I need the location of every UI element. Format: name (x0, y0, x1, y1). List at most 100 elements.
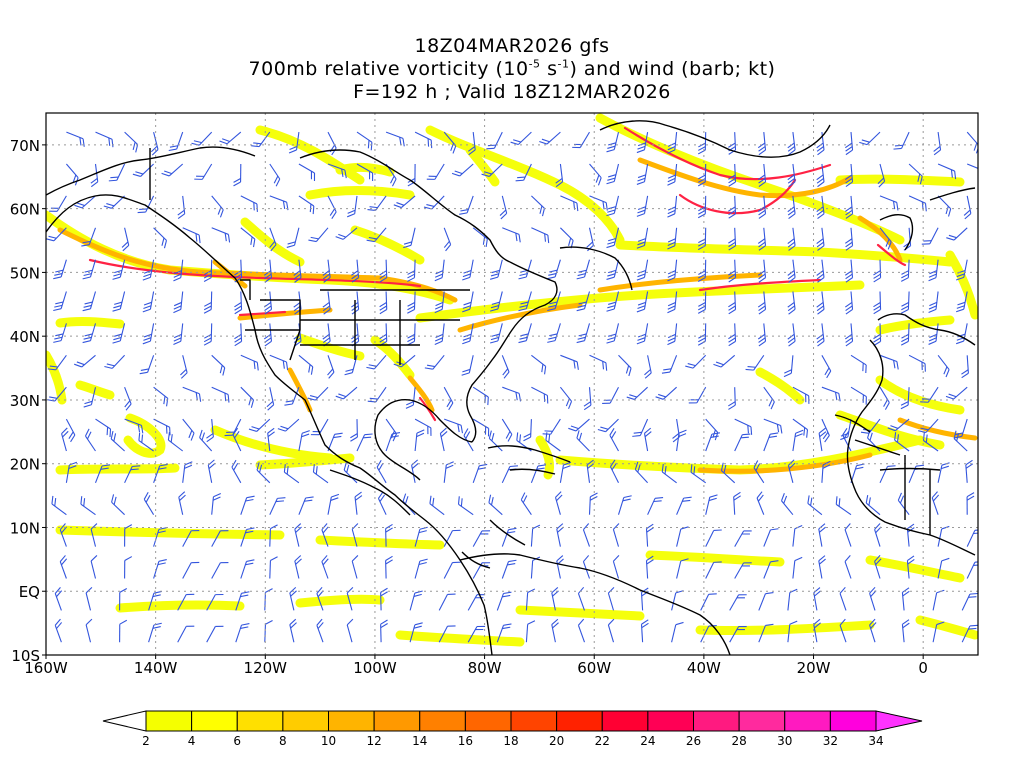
wind-barb (787, 259, 796, 283)
wind-barb (461, 355, 474, 376)
wind-barb (142, 291, 155, 313)
wind-barb (844, 291, 854, 315)
wind-barb (234, 259, 243, 283)
colorbar: 2 4 6 8 10 12 14 16 18 20 22 24 26 28 30 32 34 (102, 710, 923, 748)
wind-barb (873, 259, 882, 283)
wind-barb (53, 259, 67, 280)
wind-barb (490, 291, 503, 312)
wind-barb (515, 163, 532, 182)
wind-barb (407, 323, 416, 346)
wind-barb (671, 590, 684, 611)
wind-barb (298, 430, 310, 452)
wind-barb (921, 227, 939, 245)
wind-barb (263, 259, 273, 283)
wind-barb (356, 131, 373, 151)
wind-barb (153, 386, 169, 407)
wind-barb (405, 387, 416, 409)
colorbar-segment (693, 710, 740, 732)
wind-barb (312, 464, 329, 484)
wind-barb (211, 227, 231, 243)
wind-barb (792, 524, 803, 547)
wind-barb (559, 386, 573, 410)
wind-barb (606, 259, 620, 280)
wind-barb (182, 227, 201, 244)
wind-barb (335, 227, 358, 240)
wind-barb (346, 586, 354, 611)
wind-barb (632, 418, 649, 437)
latitude-label: 30N (10, 392, 40, 410)
wind-barb (850, 386, 867, 405)
wind-barb (203, 323, 213, 346)
wind-barb (757, 259, 767, 283)
wind-barb (520, 492, 532, 516)
wind-barb (173, 323, 184, 346)
wind-barb (525, 620, 536, 643)
wind-barb (893, 131, 910, 150)
wind-barb (414, 526, 428, 547)
wind-barb (531, 354, 547, 375)
wind-barb (59, 555, 68, 579)
wind-barb (293, 259, 302, 283)
wind-barb (457, 496, 474, 516)
wind-barb (900, 259, 910, 282)
wind-barb (490, 323, 503, 344)
wind-barb (385, 523, 393, 547)
wind-barb (816, 163, 825, 188)
wind-barb (414, 131, 433, 149)
vorticity-band-low (46, 113, 978, 647)
wind-barb (46, 227, 67, 242)
wind-barb (667, 195, 678, 218)
wind-barb (65, 461, 78, 483)
wind-barb (539, 131, 561, 145)
wind-barb (308, 227, 329, 243)
wind-barb (206, 419, 214, 443)
wind-barb (137, 195, 155, 214)
wind-barb (289, 618, 297, 643)
wind-barb (444, 418, 464, 434)
wind-barb (344, 355, 358, 376)
colorbar-segment (601, 710, 649, 732)
colorbar-label: 6 (233, 734, 241, 748)
wind-barb (414, 429, 425, 452)
colorbar-segment (510, 710, 558, 732)
wind-barb (232, 427, 242, 452)
wind-barb (576, 259, 591, 280)
wind-barb (472, 530, 491, 547)
wind-barb (434, 259, 445, 282)
colorbar-segment (647, 710, 694, 732)
wind-barb (745, 354, 765, 371)
wind-barb (47, 354, 67, 371)
wind-barb (379, 291, 388, 315)
wind-barb (576, 291, 591, 312)
wind-barb (555, 163, 564, 188)
wind-barb (869, 618, 877, 643)
wind-barb (568, 418, 590, 432)
wind-barb (733, 491, 741, 515)
wind-barb (178, 491, 186, 515)
wind-barb (177, 195, 186, 219)
wind-barb (269, 227, 277, 252)
colorbar-label: 18 (503, 734, 518, 748)
wind-barb (559, 461, 572, 483)
wind-barb (728, 227, 737, 251)
wind-barb (818, 523, 826, 547)
wind-barb (961, 592, 978, 611)
wind-barb (65, 163, 79, 186)
wind-barb (143, 491, 155, 515)
wind-barb (676, 526, 689, 547)
wind-barb (173, 259, 184, 282)
wind-barb (112, 323, 126, 344)
wind-barb (298, 195, 315, 215)
wind-barb (443, 529, 461, 547)
wind-barb (443, 131, 457, 154)
wind-barb (61, 427, 69, 452)
wind-barb (379, 259, 388, 283)
wind-barb (443, 386, 454, 411)
wind-barb (873, 291, 882, 315)
wind-barb (879, 465, 896, 484)
wind-barb (95, 131, 114, 148)
wind-barb (839, 586, 847, 611)
wind-barb (636, 195, 649, 217)
wind-barb (53, 323, 67, 343)
wind-barb (690, 464, 707, 484)
